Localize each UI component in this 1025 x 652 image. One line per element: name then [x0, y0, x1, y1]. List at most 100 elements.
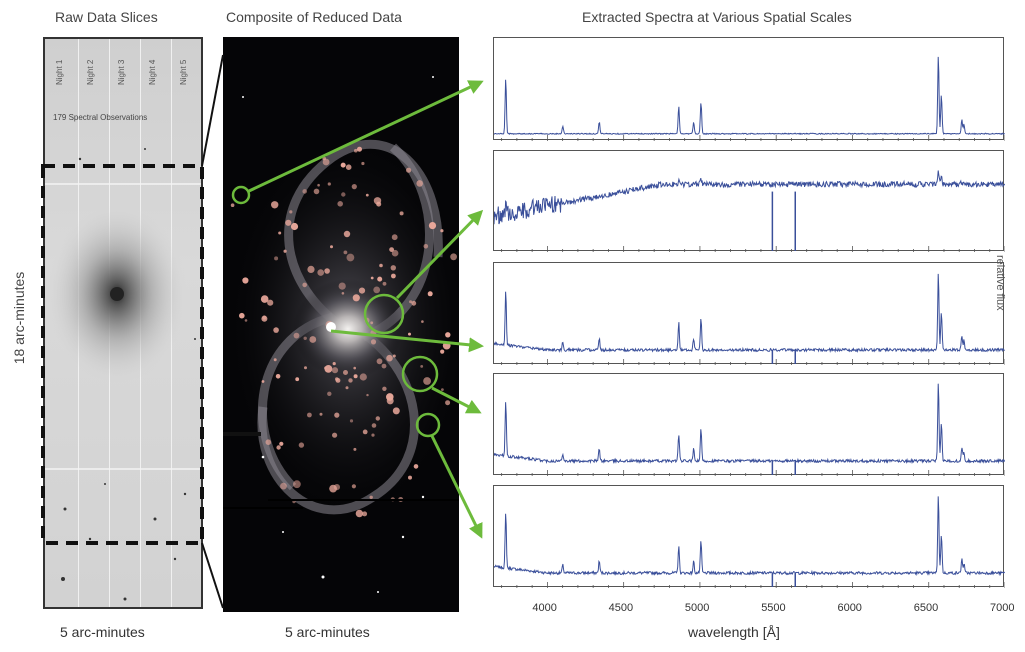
hii-region	[334, 412, 340, 418]
hii-region	[324, 365, 333, 373]
hii-region	[298, 442, 305, 448]
hii-region	[382, 386, 387, 391]
hii-region	[324, 268, 330, 274]
hii-region	[327, 391, 332, 396]
raw-data-image	[45, 148, 201, 601]
hii-region	[373, 286, 381, 294]
hii-region	[261, 315, 268, 322]
hii-region	[413, 464, 419, 469]
hii-region	[304, 366, 307, 370]
hii-region	[386, 354, 393, 362]
hii-region	[333, 484, 340, 491]
hii-region	[376, 201, 382, 207]
hii-region	[408, 475, 412, 480]
hii-region	[345, 164, 352, 170]
hii-region	[445, 400, 451, 406]
hii-region	[261, 380, 265, 383]
x-tick-label: 5500	[761, 602, 786, 614]
hii-region	[278, 231, 282, 235]
spectrum-panel	[493, 485, 1005, 588]
hii-region	[330, 245, 333, 249]
hii-region	[346, 253, 355, 262]
hii-region	[302, 189, 307, 194]
hii-region	[322, 156, 326, 161]
hii-region	[416, 180, 423, 187]
hii-region	[274, 256, 279, 261]
spectrum-panel	[493, 373, 1005, 476]
hii-region	[337, 201, 343, 207]
x-tick-label: 6500	[913, 602, 939, 614]
hii-region	[341, 292, 345, 295]
hii-region	[364, 317, 370, 323]
hii-region	[276, 445, 281, 450]
hii-region	[279, 441, 284, 446]
hii-region	[340, 162, 346, 168]
hii-region	[392, 407, 400, 415]
raw-width-label: 5 arc-minutes	[60, 624, 145, 640]
hii-region	[267, 299, 274, 306]
hii-region	[283, 249, 287, 253]
hii-region	[369, 495, 373, 499]
hii-region	[293, 480, 301, 489]
hii-region	[411, 300, 417, 306]
hii-region	[285, 219, 292, 226]
hii-region	[381, 363, 387, 369]
observations-label: 179 Spectral Observations	[53, 113, 148, 122]
hii-region	[239, 312, 245, 319]
x-tick-label: 7000	[990, 602, 1015, 614]
hii-region	[427, 291, 433, 297]
hii-region	[290, 222, 299, 231]
hii-region	[307, 265, 315, 273]
hii-region	[289, 210, 293, 214]
spectrum-panel	[493, 262, 1005, 365]
hii-region	[293, 332, 300, 339]
hii-region	[357, 146, 362, 152]
hii-region	[354, 148, 358, 153]
hii-region	[242, 277, 249, 284]
spectrum-line	[494, 383, 1005, 476]
hii-region	[440, 229, 444, 233]
hii-region	[319, 412, 323, 416]
hii-region	[271, 201, 279, 209]
raw-height-label: 18 arc-minutes	[11, 271, 27, 365]
hii-region	[275, 374, 281, 379]
hii-region	[362, 429, 368, 435]
hii-region	[343, 230, 351, 238]
hii-region	[230, 203, 235, 207]
hii-region	[260, 295, 269, 303]
hii-region	[370, 339, 377, 345]
x-axis-label: wavelength [Å]	[688, 624, 780, 640]
hii-region	[408, 332, 411, 336]
hii-region	[353, 374, 358, 379]
hii-region	[244, 319, 248, 322]
hii-region	[441, 388, 444, 391]
zoom-line-top	[201, 54, 224, 167]
hii-region	[440, 349, 445, 354]
hii-region	[295, 377, 300, 382]
hii-region	[280, 482, 287, 490]
hii-region	[309, 336, 317, 343]
hii-region	[389, 247, 394, 253]
hii-region	[375, 416, 380, 421]
hii-region	[348, 378, 353, 383]
hii-region	[317, 183, 320, 187]
raw-data-panel: Night 1 Night 2 Night 3 Night 4 Night 5 …	[43, 37, 203, 609]
composite-width-label: 5 arc-minutes	[285, 624, 370, 640]
hii-region	[302, 282, 307, 288]
spectrum-panel	[493, 37, 1005, 141]
hii-region	[370, 321, 374, 325]
hii-region	[409, 300, 413, 304]
hii-region	[428, 222, 437, 230]
hii-region	[377, 276, 383, 282]
hii-region	[332, 432, 338, 438]
hii-region	[343, 370, 348, 375]
hii-region	[331, 367, 339, 374]
hii-region	[365, 193, 369, 197]
hii-region	[313, 188, 320, 195]
hii-region	[421, 320, 424, 323]
hii-region	[273, 327, 279, 333]
hii-region	[420, 365, 424, 368]
hii-region	[359, 373, 367, 381]
hii-region	[351, 184, 357, 190]
zoom-line-bottom	[201, 542, 224, 609]
